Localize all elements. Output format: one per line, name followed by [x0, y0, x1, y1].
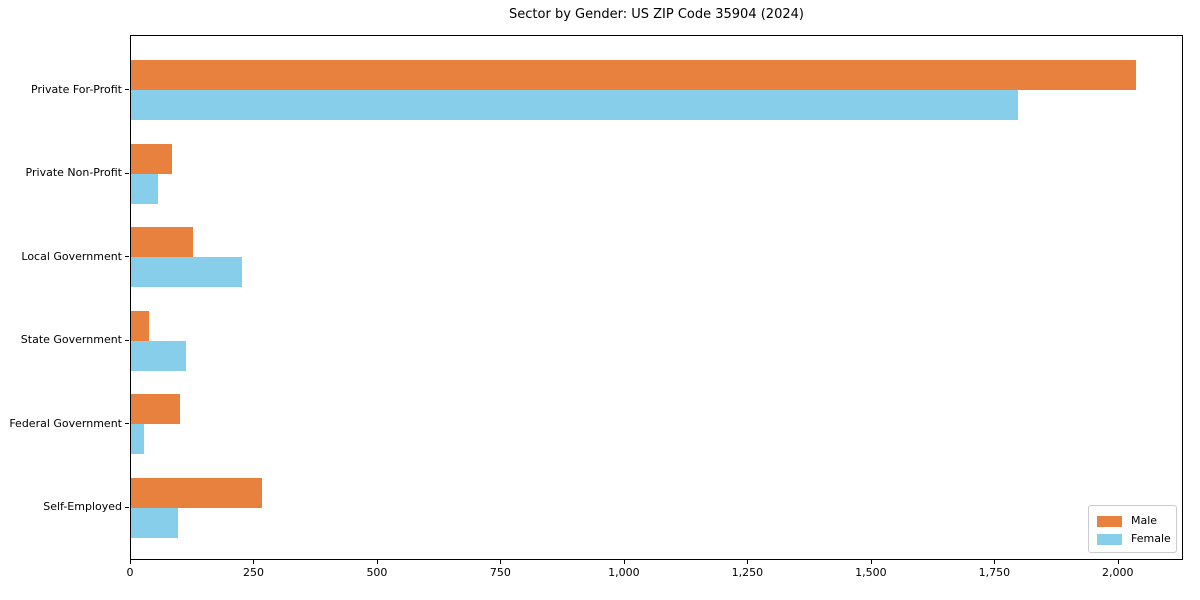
bar-male-0: [131, 60, 1136, 91]
y-tick-label: Self-Employed: [43, 500, 122, 513]
bar-male-4: [131, 394, 180, 425]
y-tick-mark: [125, 423, 129, 425]
y-tick-label: State Government: [20, 333, 122, 347]
legend-swatch-male: [1097, 515, 1122, 527]
bar-female-1: [131, 173, 158, 204]
y-tick-label: Private Non-Profit: [25, 166, 122, 180]
chart-title: Sector by Gender: US ZIP Code 35904 (202…: [509, 7, 804, 22]
y-axis-labels: Private For-Profit Private Non-Profit Loca…: [0, 35, 122, 560]
bar-female-5: [131, 507, 179, 538]
x-tick-label: 250: [242, 566, 264, 579]
bar-female-4: [131, 424, 145, 455]
x-tick-mark: [870, 560, 872, 564]
plot-area: [130, 35, 1183, 560]
y-tick-mark: [125, 506, 129, 508]
y-tick-label: Federal Government: [9, 416, 122, 430]
y-tick-mark: [125, 339, 129, 341]
x-tick-mark: [253, 560, 255, 564]
bar-male-5: [131, 477, 262, 508]
x-tick-mark: [500, 560, 502, 564]
x-tick-mark: [994, 560, 996, 564]
bar-male-1: [131, 143, 173, 174]
x-tick-mark: [1117, 560, 1119, 564]
x-tick-label: 2,000: [1102, 566, 1134, 579]
bar-female-0: [131, 90, 1018, 121]
bar-male-2: [131, 227, 193, 258]
bar-male-3: [131, 310, 150, 341]
bar-female-3: [131, 340, 186, 371]
legend-label-male: Male: [1131, 514, 1158, 527]
x-tick-label: 1,750: [978, 566, 1011, 579]
x-tick-label: 500: [366, 566, 388, 579]
legend-label-female: Female: [1131, 532, 1171, 545]
legend-swatch-female: [1097, 533, 1122, 545]
x-tick-label: 750: [489, 566, 511, 579]
y-tick-mark: [125, 89, 129, 91]
bar-female-2: [131, 257, 243, 288]
legend: Male Female: [1088, 505, 1177, 553]
x-tick-mark: [623, 560, 625, 564]
x-tick-mark: [747, 560, 749, 564]
x-tick-label: 0: [126, 566, 134, 579]
y-tick-label: Local Government: [21, 249, 122, 263]
legend-item-male: Male: [1097, 512, 1176, 530]
x-axis: 0 250 500 750 1,000 1,250 1,500 1,750 2,000: [127, 560, 1183, 590]
x-tick-label: 1,500: [855, 566, 887, 579]
y-tick-mark: [125, 172, 129, 174]
y-tick-mark: [125, 256, 129, 258]
y-tick-label: Private For-Profit: [31, 82, 122, 96]
legend-item-female: Female: [1097, 530, 1176, 548]
x-tick-label: 1,250: [731, 566, 764, 579]
x-tick-mark: [130, 560, 131, 564]
x-tick-mark: [376, 560, 378, 564]
x-tick-label: 1,000: [608, 566, 640, 579]
